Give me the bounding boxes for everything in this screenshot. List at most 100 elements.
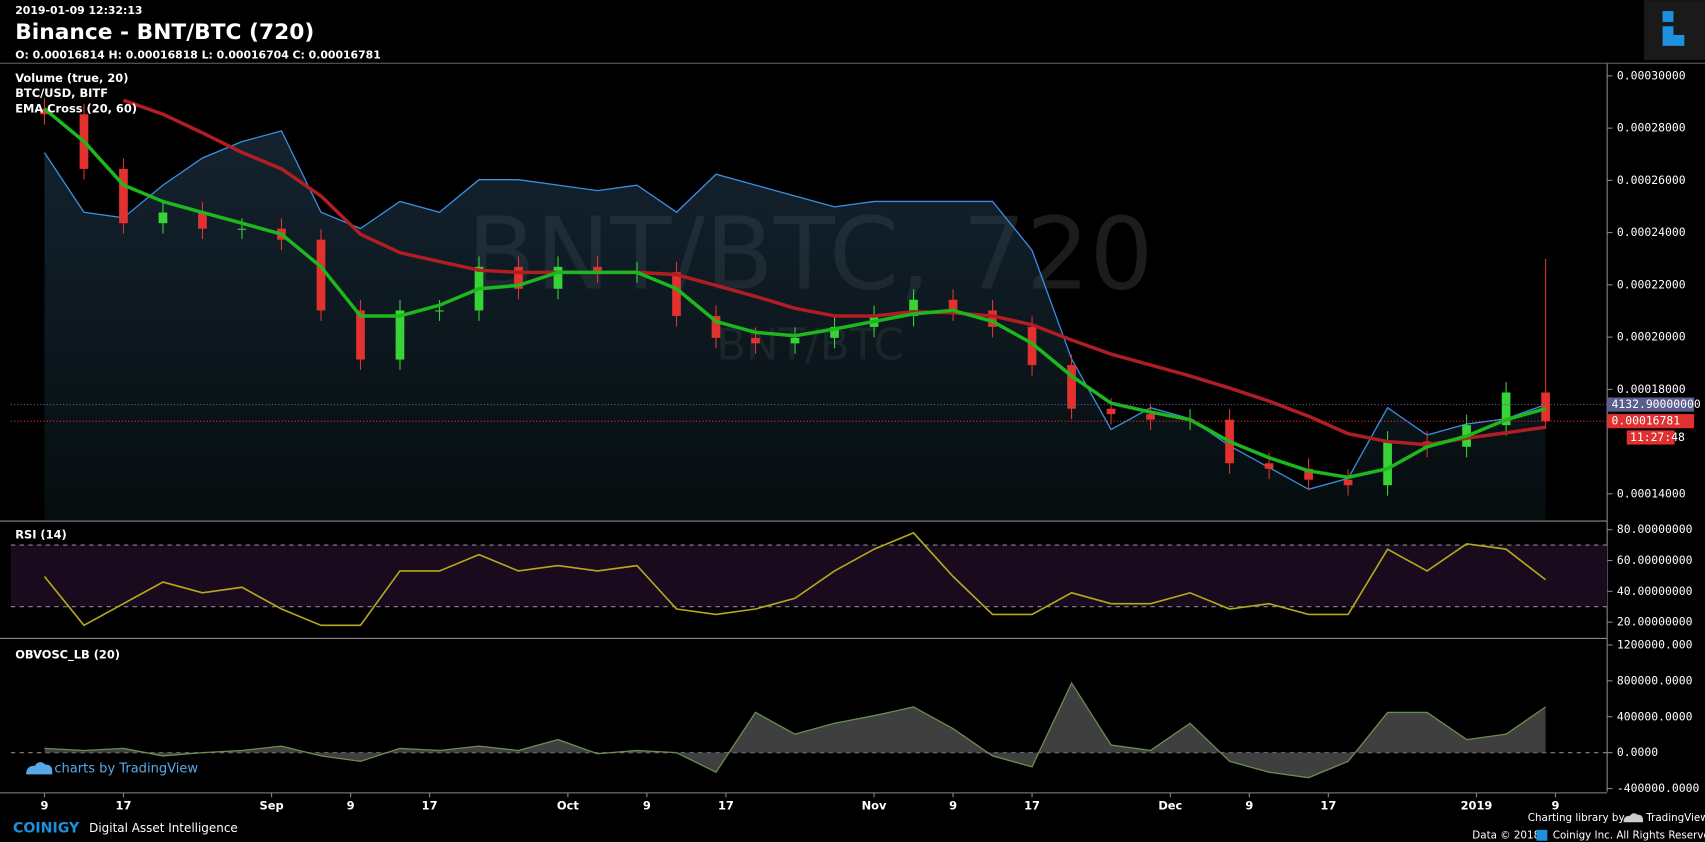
candle-body	[830, 326, 839, 338]
legend-entry: EMA Cross (20, 60)	[15, 101, 137, 115]
logo-bg	[1644, 0, 1705, 60]
tradingview-badge[interactable]: charts by TradingView	[26, 761, 198, 776]
logo	[1644, 0, 1705, 60]
candle-body	[988, 310, 997, 327]
series-line	[122, 98, 1546, 447]
candle-body	[198, 212, 207, 229]
tradingview-link[interactable]: charts by TradingView	[54, 761, 198, 776]
candle-body	[158, 212, 168, 224]
y-tick-label: 0.00022000	[1617, 277, 1686, 291]
candle-body	[1106, 408, 1116, 415]
copyright-icon	[1536, 829, 1548, 841]
logo-shape	[1662, 11, 1674, 22]
y-tick-label: 800000.0000	[1617, 673, 1693, 687]
x-tick-label: Nov	[862, 798, 887, 812]
x-tick-label: Oct	[557, 798, 579, 812]
cloud-icon	[26, 762, 53, 775]
candle-body	[1383, 441, 1392, 486]
candle-body	[1501, 392, 1511, 426]
y-tick-label: 1200000.000	[1617, 637, 1693, 651]
candle-body	[1304, 468, 1313, 480]
y-tick-label: 0.00026000	[1617, 173, 1686, 187]
x-tick-label: 9	[1245, 798, 1253, 812]
y-tick-label: 40.00000000	[1617, 584, 1693, 598]
x-tick-label: 9	[1552, 798, 1560, 812]
y-tick-label: 0.00020000	[1617, 330, 1686, 344]
rsi-line	[43, 531, 1547, 627]
candle-body	[593, 266, 602, 273]
candle-body	[948, 299, 958, 311]
series-line	[43, 130, 1546, 490]
x-tick-label: Sep	[260, 798, 284, 812]
price-tag-label: 0.00016781	[1611, 414, 1680, 428]
obv-line	[44, 681, 1546, 779]
legend-entry: BTC/USD, BITF	[15, 86, 108, 100]
candle-body	[1343, 479, 1353, 486]
x-tick-label: 17	[116, 798, 132, 812]
series-line	[43, 107, 1547, 480]
countdown-tag	[1626, 430, 1675, 445]
price-tag-label: 4132.90000000	[1611, 397, 1700, 411]
logo-shape	[1673, 34, 1685, 46]
rights: Coinigy Inc. All Rights Reserved.	[1553, 829, 1705, 841]
background-layer: BNT/BTC, 720BNT/BTC	[0, 62, 1705, 798]
candle-body	[316, 239, 326, 311]
chart-title: Binance - BNT/BTC (720)	[15, 20, 314, 45]
countdown: 11:27:48	[1630, 430, 1685, 444]
candle-body	[553, 266, 563, 289]
candle-body	[1264, 463, 1274, 469]
y-tick-label: 0.00028000	[1617, 121, 1686, 135]
y-tick-label: 20.00000000	[1617, 615, 1693, 629]
candle-body	[790, 337, 800, 344]
x-tick-label: 17	[422, 798, 438, 812]
candle-body	[435, 310, 444, 312]
y-tick-label: 0.0000	[1617, 745, 1658, 759]
rsi-band	[10, 545, 1608, 607]
x-tick-label: 9	[347, 798, 355, 812]
candle-body	[1541, 392, 1550, 422]
y-tick-label: 400000.0000	[1617, 709, 1693, 723]
y-tick-label: 80.00000000	[1617, 522, 1693, 536]
candle-body	[1027, 326, 1037, 366]
label-layer: 2019-01-09 12:32:13 Binance - BNT/BTC (7…	[13, 0, 1705, 841]
library-credit: Charting library by	[1528, 812, 1625, 824]
candle-body	[711, 315, 721, 338]
candle-body	[119, 168, 128, 224]
candle-body	[356, 310, 365, 360]
tagline: Digital Asset Intelligence	[89, 821, 238, 835]
x-tick-label: 17	[1320, 798, 1336, 812]
price-tag	[1607, 414, 1695, 429]
series-area	[44, 130, 1546, 520]
x-tick-label: 9	[949, 798, 957, 812]
x-tick-label: 17	[1024, 798, 1040, 812]
candle-body	[672, 272, 681, 316]
x-tick-label: 9	[643, 798, 651, 812]
y-tick-label: 60.00000000	[1617, 553, 1693, 567]
y-tick-label: 0.00014000	[1617, 486, 1686, 500]
y-tick-label: 0.00030000	[1617, 68, 1686, 82]
candle-body	[909, 299, 918, 316]
brand: COINIGY	[13, 821, 80, 837]
x-tick-label: Dec	[1158, 798, 1182, 812]
candle-body	[1067, 365, 1076, 409]
logo-shape	[1662, 26, 1674, 46]
plot-layer	[10, 98, 1608, 779]
library-name: TradingView	[1645, 812, 1705, 824]
candle-body	[514, 266, 523, 289]
x-tick-label: 9	[40, 798, 48, 812]
candle-body	[40, 108, 49, 115]
legend-entry: RSI (14)	[15, 528, 67, 542]
candle-body	[751, 337, 760, 344]
tv-icon	[1623, 813, 1644, 823]
legend-entry: Volume (true, 20)	[15, 71, 128, 85]
price-tag	[1607, 397, 1695, 412]
ohlc: O: 0.00016814 H: 0.00016818 L: 0.0001670…	[15, 49, 381, 62]
legend-entry: OBVOSC_LB (20)	[15, 647, 120, 662]
x-tick-label: 2019	[1461, 798, 1493, 812]
copyright: Data © 2018	[1472, 829, 1540, 841]
y-tick-label: 0.00024000	[1617, 225, 1686, 239]
candle-body	[1146, 414, 1155, 420]
x-tick-label: 17	[718, 798, 734, 812]
